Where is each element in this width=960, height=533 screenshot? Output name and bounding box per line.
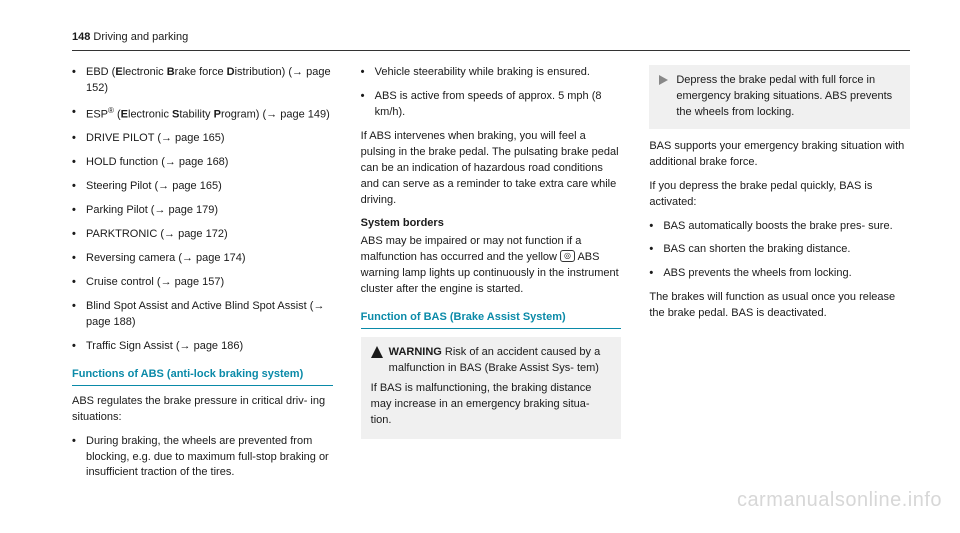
subheading-system-borders: System borders [361, 216, 622, 232]
txt: Steering Pilot (→ page 165) [86, 180, 222, 192]
txt: DRIVE PILOT (→ page 165) [86, 132, 225, 144]
page-number: 148 [72, 31, 90, 43]
paragraph: ABS regulates the brake pressure in crit… [72, 394, 333, 426]
txt: ( [114, 108, 121, 120]
txt: Cruise control (→ page 157) [86, 276, 224, 288]
column-3: Depress the brake pedal with full force … [649, 65, 910, 489]
list-item: HOLD function (→ page 168) [72, 155, 333, 171]
column-2: Vehicle steerability while braking is en… [361, 65, 622, 489]
txt: ABS prevents the wheels from locking. [663, 267, 851, 279]
list-item: DRIVE PILOT (→ page 165) [72, 131, 333, 147]
header-section: Driving and parking [93, 31, 188, 43]
action-arrow-icon [659, 75, 668, 85]
list-item: Blind Spot Assist and Active Blind Spot … [72, 299, 333, 331]
list-item: BAS automatically boosts the brake pres-… [649, 219, 910, 235]
paragraph: If ABS intervenes when braking, you will… [361, 129, 622, 209]
content-columns: EBD (Electronic Brake force Distribution… [72, 65, 910, 489]
txt: E [115, 66, 122, 78]
txt: rake force [175, 66, 227, 78]
txt: Traffic Sign Assist (→ page 186) [86, 340, 243, 352]
txt: BAS automatically boosts the brake pres-… [663, 220, 892, 232]
txt: rogram) (→ page 149) [221, 108, 330, 120]
warning-header: WARNING Risk of an accident caused by a … [371, 345, 612, 377]
txt: E [121, 108, 128, 120]
watermark: carmanualsonline.info [737, 486, 942, 515]
section-heading-bas: Function of BAS (Brake Assist System) [361, 310, 622, 329]
list-item: BAS can shorten the braking distance. [649, 242, 910, 258]
action-box: Depress the brake pedal with full force … [649, 65, 910, 129]
warning-body: If BAS is malfunctioning, the braking di… [371, 381, 612, 429]
txt: During braking, the wheels are prevented… [86, 435, 329, 479]
txt: ABS may be impaired or may not function … [361, 235, 582, 263]
list-item: Parking Pilot (→ page 179) [72, 203, 333, 219]
list-item: Cruise control (→ page 157) [72, 275, 333, 291]
list-item: ESP® (Electronic Stability Program) (→ p… [72, 105, 333, 124]
txt: P [214, 108, 221, 120]
abs-sublist: During braking, the wheels are prevented… [72, 434, 333, 482]
paragraph: If you depress the brake pedal quickly, … [649, 179, 910, 211]
txt: ABS is active from speeds of approx. 5 m… [375, 90, 602, 118]
section-heading-abs: Functions of ABS (anti-lock braking syst… [72, 367, 333, 386]
warning-box: WARNING Risk of an accident caused by a … [361, 337, 622, 439]
txt: BAS can shorten the braking distance. [663, 243, 850, 255]
list-item: Reversing camera (→ page 174) [72, 251, 333, 267]
txt: Parking Pilot (→ page 179) [86, 204, 218, 216]
list-item: ABS is active from speeds of approx. 5 m… [361, 89, 622, 121]
list-item: Steering Pilot (→ page 165) [72, 179, 333, 195]
txt: Reversing camera (→ page 174) [86, 252, 246, 264]
bas-list: BAS automatically boosts the brake pres-… [649, 219, 910, 283]
abs-continued-list: Vehicle steerability while braking is en… [361, 65, 622, 121]
paragraph: BAS supports your emergency braking situ… [649, 139, 910, 171]
warning-title: WARNING Risk of an accident caused by a … [389, 345, 612, 377]
txt: D [227, 66, 235, 78]
txt: lectronic [123, 66, 167, 78]
abs-warning-icon: ◎ [560, 250, 575, 262]
list-item: ABS prevents the wheels from locking. [649, 266, 910, 282]
action-text: Depress the brake pedal with full force … [676, 73, 900, 121]
list-item: During braking, the wheels are prevented… [72, 434, 333, 482]
txt: lectronic [128, 108, 172, 120]
page: 148 Driving and parking EBD (Electronic … [0, 0, 960, 499]
txt: PARKTRONIC (→ page 172) [86, 228, 228, 240]
warning-triangle-icon [371, 346, 383, 358]
column-1: EBD (Electronic Brake force Distribution… [72, 65, 333, 489]
page-header: 148 Driving and parking [72, 30, 910, 51]
paragraph: The brakes will function as usual once y… [649, 290, 910, 322]
list-item: Traffic Sign Assist (→ page 186) [72, 339, 333, 355]
list-item: PARKTRONIC (→ page 172) [72, 227, 333, 243]
txt: B [167, 66, 175, 78]
txt: tability [179, 108, 213, 120]
list-item: Vehicle steerability while braking is en… [361, 65, 622, 81]
txt: Blind Spot Assist and Active Blind Spot … [86, 300, 324, 328]
feature-list: EBD (Electronic Brake force Distribution… [72, 65, 333, 355]
txt: WARNING [389, 346, 442, 358]
txt: Vehicle steerability while braking is en… [375, 66, 590, 78]
paragraph: ABS may be impaired or may not function … [361, 234, 622, 298]
list-item: EBD (Electronic Brake force Distribution… [72, 65, 333, 97]
txt: EBD ( [86, 66, 115, 78]
txt: ESP [86, 108, 108, 120]
txt: HOLD function (→ page 168) [86, 156, 228, 168]
